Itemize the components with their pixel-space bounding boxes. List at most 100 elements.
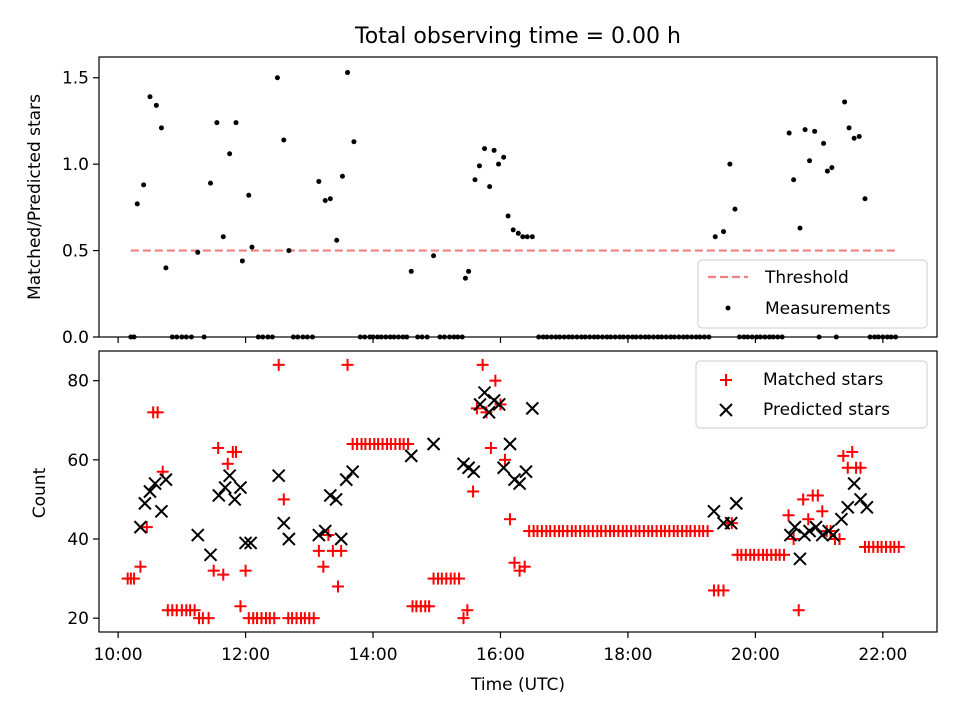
ratio-y-tick-label: 1.5 [62,69,89,89]
measurement-point [339,173,345,179]
matched-star-point [212,441,225,454]
measurement-point [239,258,245,264]
measurement-point [249,244,255,250]
measurement-point [227,151,233,157]
measurement-point [824,168,830,174]
matched-star-point [312,544,325,557]
matched-star-point [221,457,234,470]
matched-star-point [202,612,215,625]
predicted-legend-label: Predicted stars [763,400,890,420]
predicted-star-point [203,548,218,562]
count-points [121,358,905,625]
matched-star-point [480,406,493,419]
matched-star-point [518,560,531,573]
measurement-point [208,180,214,186]
matched-star-point [207,564,220,577]
measurement-point [466,268,472,274]
measurement-point [462,275,468,281]
predicted-star-point [841,500,855,515]
measurement-point [147,94,153,100]
predicted-star-point [815,528,829,542]
matched-star-point [234,600,247,613]
matched-star-point [701,525,714,538]
count-y-tick-label: 40 [67,530,89,550]
predicted-star-point [282,532,296,546]
matched-star-point [268,612,281,625]
measurement-point [281,137,287,143]
measurement-point [214,120,220,126]
measurement-point [153,102,159,108]
x-axis-label: Time (UTC) [470,675,565,695]
ratio-legend: Threshold Measurements [697,259,928,329]
predicted-star-point [793,552,807,566]
count-x-tick-label: 12:00 [221,645,270,665]
predicted-star-point [339,472,353,487]
predicted-star-point [233,480,248,495]
matched-star-point [792,604,805,617]
predicted-star-point [826,528,840,542]
ratio-panel: Total observing time = 0.00 h Matched/Pr… [25,24,938,348]
predicted-star-point [525,401,540,416]
measurement-point [721,229,727,235]
predicted-star-point [133,520,148,534]
matched-star-point [802,513,815,526]
predicted-star-point [238,536,253,550]
count-legend: Matched stars Predicted stars [695,360,928,429]
matched-star-point [151,406,164,419]
measurement-point [732,206,738,212]
measurement-point [786,130,792,136]
count-plot-frame [98,350,938,633]
predicted-star-point [228,492,242,507]
measurement-point [482,146,488,152]
predicted-star-point [426,437,441,451]
matched-star-point [476,358,489,371]
chart-title: Total observing time = 0.00 h [354,24,681,49]
threshold-legend-label: Threshold [764,268,849,288]
ratio-plot-frame [98,56,938,338]
predicted-star-point [860,500,874,515]
matched-star-point [782,509,795,522]
measurement-point [233,120,239,126]
predicted-star-point [277,516,291,530]
matched-star-point [484,441,497,454]
matched-legend-label: Matched stars [763,370,883,390]
measurement-point [529,234,535,240]
predicted-star-point [218,480,232,495]
measurement-point [246,192,252,198]
matched-star-point [128,572,141,585]
count-x-tick-label: 16:00 [476,645,525,665]
measurement-point [797,225,803,231]
predicted-star-point [492,397,506,412]
predicted-star-point [809,520,823,534]
predicted-star-point [834,512,849,526]
measurement-point [476,163,482,169]
matched-star-point [504,513,517,526]
measurement-point [727,161,733,167]
matched-star-point [188,604,201,617]
measurement-point [496,161,502,167]
matched-star-point [402,438,415,451]
measurement-point [510,227,516,233]
measurement-point [472,177,478,183]
measurement-point [829,165,835,171]
matched-star-point [217,568,230,581]
measurement-point [712,234,718,240]
measurement-point [846,125,852,131]
count-x-tick-label: 10:00 [94,645,143,665]
matched-star-point [331,580,344,593]
predicted-star-point [318,524,332,538]
predicted-star-point [519,465,533,479]
ratio-y-axis-label: Matched/Predicted stars [25,94,45,300]
predicted-star-point [345,465,360,479]
measurement-point [520,234,526,240]
ratio-y-tick-label: 0.5 [62,242,89,262]
predicted-star-point [143,484,157,499]
measurement-point [501,154,507,160]
matched-star-point [423,600,436,613]
measurement-point [791,177,797,183]
measurement-point [812,128,818,134]
ratio-legend-box [697,259,928,329]
matched-star-point [854,461,867,474]
matched-star-point [811,489,824,502]
predicted-legend-swatch [719,403,733,417]
